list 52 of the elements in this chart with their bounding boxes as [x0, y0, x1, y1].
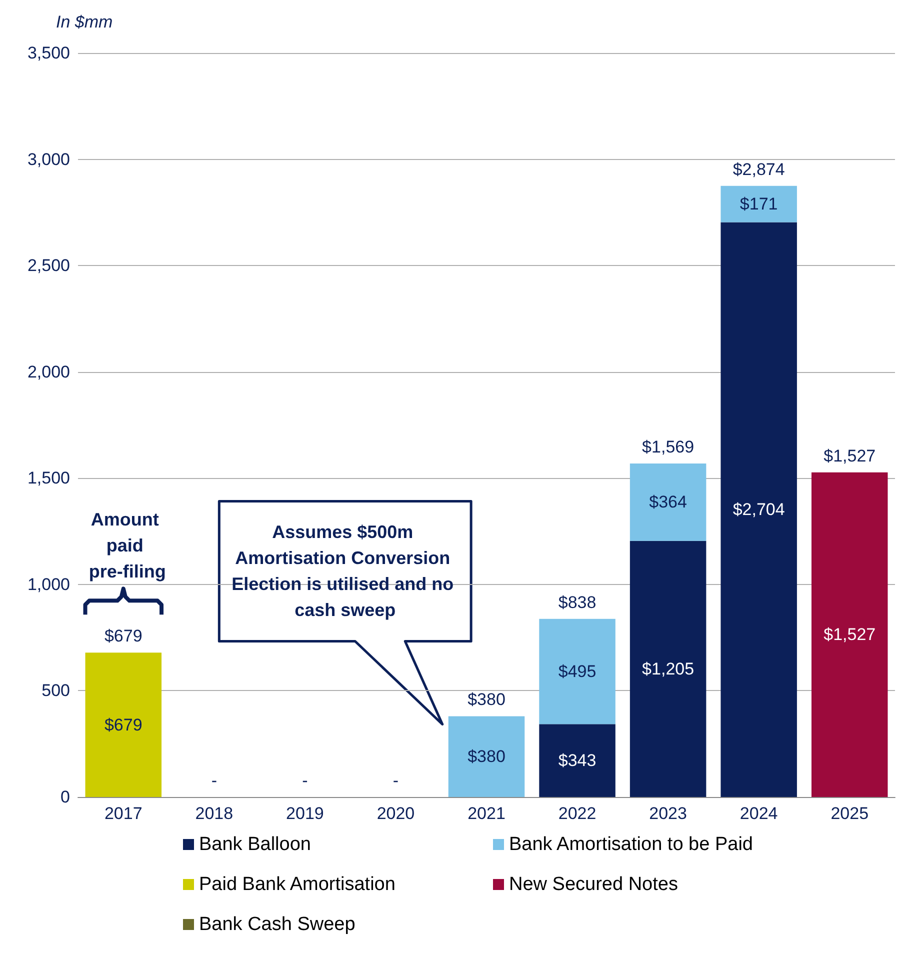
x-tick-label: 2019 — [286, 804, 324, 823]
y-tick-label: 1,000 — [27, 574, 70, 594]
bar — [811, 472, 888, 797]
data-label: $364 — [649, 492, 687, 512]
x-tick-label: 2020 — [376, 804, 415, 823]
total-label: $838 — [558, 592, 596, 612]
y-tick-label: 1,500 — [27, 468, 70, 488]
y-tick-label: 0 — [60, 788, 70, 806]
total-label: $380 — [468, 690, 506, 710]
data-label: $171 — [740, 194, 778, 214]
text: - — [302, 771, 308, 790]
y-tick-label: 3,000 — [27, 150, 70, 169]
total-label: $679 — [104, 626, 142, 646]
y-tick-label: 3,500 — [27, 44, 70, 62]
y-tick-label: 2,000 — [27, 362, 70, 382]
y-tick-label: 2,500 — [27, 256, 70, 276]
data-label: $2,704 — [732, 500, 785, 520]
legend-label: Bank Amortisation to be Paid — [509, 834, 753, 855]
text: - — [211, 771, 218, 790]
legend-label: New Secured Notes — [509, 874, 678, 895]
bar — [630, 463, 706, 541]
x-tick-label: 2022 — [558, 804, 596, 823]
data-label: $495 — [558, 662, 596, 681]
bar — [720, 222, 797, 797]
x-tick-label: 2021 — [468, 804, 506, 823]
data-label: $343 — [558, 751, 596, 770]
bar — [539, 618, 616, 724]
x-tick-label: 2025 — [830, 804, 869, 823]
x-tick-label: 2017 — [104, 804, 142, 823]
total-label: $1,527 — [824, 446, 876, 466]
legend-label: Bank Balloon — [199, 834, 311, 855]
bar — [448, 716, 525, 797]
y-axis-title: In $mm — [56, 12, 113, 32]
x-tick-label: 2018 — [195, 804, 234, 823]
text: - — [392, 771, 399, 790]
total-label: $2,874 — [732, 160, 785, 179]
data-label: $679 — [104, 715, 142, 734]
x-tick-label: 2024 — [740, 804, 778, 823]
bar — [720, 186, 797, 222]
annotation: Amount paid pre-filing — [88, 510, 166, 582]
legend-label: Bank Cash Sweep — [199, 914, 356, 935]
data-label: $1,205 — [642, 659, 694, 678]
x-tick-label: 2023 — [649, 804, 687, 823]
bar — [85, 652, 162, 797]
legend-label: Paid Bank Amortisation — [199, 874, 396, 895]
bar — [539, 724, 616, 797]
data-label: $380 — [468, 747, 506, 766]
total-label: $1,569 — [642, 437, 694, 456]
annotation: Assumes $500m Amortisation Conversion Election is utilised and no cash sweep — [232, 522, 459, 620]
data-label: $1,527 — [824, 625, 876, 644]
bar — [630, 540, 706, 797]
y-tick-label: 500 — [42, 681, 70, 700]
